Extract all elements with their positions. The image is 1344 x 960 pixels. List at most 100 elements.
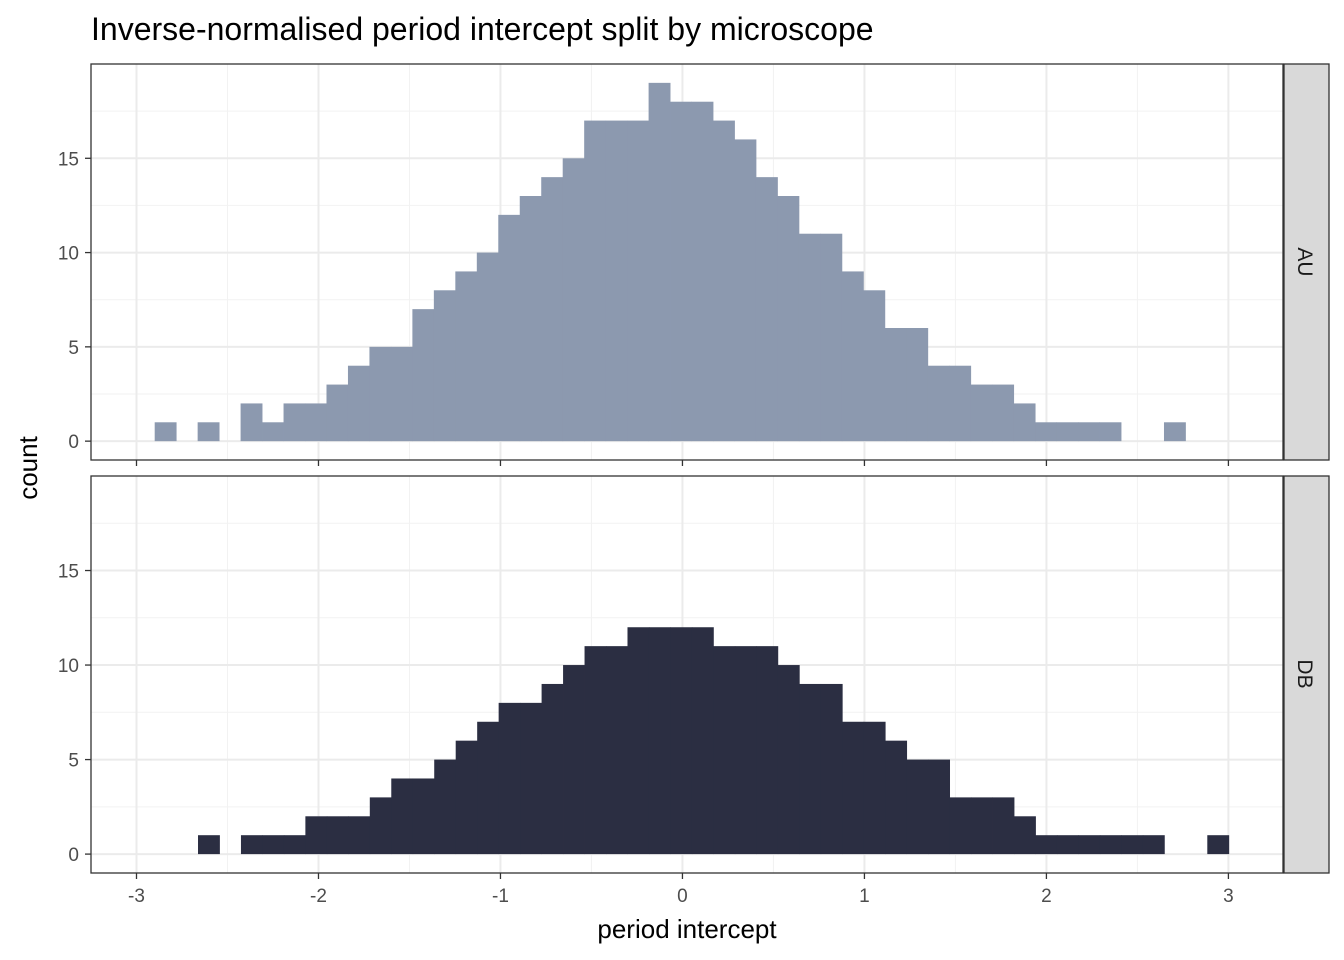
x-tick-label: 3 (1223, 886, 1234, 907)
chart-title: Inverse-normalised period intercept spli… (91, 11, 874, 47)
y-tick-label: 15 (58, 149, 79, 170)
histogram-bar (434, 759, 457, 855)
histogram-bar (498, 214, 521, 442)
histogram-bar (198, 835, 220, 855)
histogram-bar (1142, 835, 1165, 855)
histogram-bar (519, 196, 542, 442)
histogram-bar (476, 252, 499, 442)
histogram-bar (348, 816, 371, 855)
histogram-bar (347, 365, 370, 442)
histogram-bar (906, 328, 929, 442)
histogram-bar (863, 290, 886, 442)
x-tick-label: 2 (1041, 886, 1052, 907)
x-axis: -3 -2 -1 0 1 2 3 (128, 460, 1234, 907)
histogram-bar (283, 403, 306, 442)
histogram-bar (992, 384, 1015, 442)
histogram-bar (820, 683, 843, 855)
facet-panel-au: AU 0 5 10 15 (58, 63, 1330, 461)
histogram-bar (863, 721, 886, 855)
histogram-bar (283, 835, 306, 855)
histogram-bar (412, 778, 435, 855)
histogram-bar (841, 271, 864, 442)
histogram-bar (777, 665, 800, 855)
histogram-bar (1078, 835, 1101, 855)
facet-panel-db: DB 0 5 10 15 (58, 475, 1330, 874)
facet-au-y-axis: 0 5 10 15 (58, 149, 91, 453)
histogram-bar (498, 702, 521, 855)
facet-db-y-axis: 0 5 10 15 (58, 562, 91, 866)
y-tick-label: 10 (58, 244, 79, 265)
histogram-bar (412, 309, 435, 442)
x-tick-label: 0 (677, 886, 688, 907)
histogram-bar (928, 759, 951, 855)
histogram-bar (713, 646, 736, 855)
histogram-bar (1056, 422, 1079, 442)
histogram-bar (1099, 422, 1122, 442)
histogram-bar (563, 665, 585, 855)
histogram-bar (390, 346, 413, 442)
histogram-bar (734, 646, 757, 855)
histogram-bar (369, 797, 392, 855)
histogram-bar (305, 403, 327, 442)
histogram-bar (197, 422, 220, 442)
y-tick-label: 10 (58, 656, 79, 677)
histogram-bar (971, 797, 993, 855)
histogram-bar (670, 627, 693, 855)
histogram-bar (1035, 835, 1058, 855)
facet-db-strip-label: DB (1293, 659, 1316, 688)
histogram-bar (820, 233, 843, 442)
histogram-bar (713, 120, 735, 442)
histogram-bar (154, 422, 177, 442)
x-tick-label: 1 (859, 886, 870, 907)
histogram-bar (1207, 835, 1230, 855)
histogram-bar (262, 422, 284, 442)
y-tick-label: 15 (58, 562, 79, 583)
histogram-bar (584, 120, 607, 442)
histogram-bar (240, 403, 263, 442)
histogram-bar (1014, 816, 1036, 855)
facet-db-panel-border (90, 475, 1284, 874)
histogram-bar (391, 778, 414, 855)
histogram-bar (477, 721, 500, 855)
histogram-bar (584, 646, 607, 855)
facet-au-strip (1283, 63, 1330, 461)
histogram-bar (691, 101, 714, 442)
histogram-bar (884, 328, 907, 442)
histogram-bar (1163, 422, 1186, 442)
histogram-bar (970, 384, 993, 442)
histogram-bar (1078, 422, 1100, 442)
histogram-bar (562, 158, 585, 442)
y-axis-title: count (13, 435, 43, 499)
histogram-bar (906, 759, 929, 855)
histogram-bar (799, 683, 822, 855)
histogram-bar (648, 82, 671, 442)
histogram-bar (691, 627, 714, 855)
histogram-bar (670, 101, 692, 442)
histogram-bar (1035, 422, 1058, 442)
histogram-bar (455, 740, 478, 855)
histogram-bar (755, 177, 778, 442)
histogram-bar (541, 177, 564, 442)
histogram-bar (262, 835, 285, 855)
y-tick-label: 5 (68, 751, 79, 772)
y-tick-label: 5 (68, 338, 79, 359)
histogram-bar (606, 646, 628, 855)
histogram-bar (326, 816, 349, 855)
y-tick-label: 0 (68, 432, 79, 453)
histogram-bar (541, 683, 564, 855)
histogram-bar (756, 646, 779, 855)
histogram-bar (1056, 835, 1079, 855)
facet-db-strip (1283, 475, 1330, 874)
x-axis-title: period intercept (597, 914, 777, 944)
histogram-bar (627, 120, 650, 442)
histogram-bar (520, 702, 542, 855)
histogram-bar (305, 816, 328, 855)
y-tick-label: 0 (68, 845, 79, 866)
histogram-bar (927, 365, 950, 442)
facet-au-panel-border (90, 63, 1284, 461)
histogram-bar (627, 627, 650, 855)
histogram-bar (734, 139, 757, 442)
histogram-bar (777, 196, 800, 442)
histogram-bar (433, 290, 456, 442)
